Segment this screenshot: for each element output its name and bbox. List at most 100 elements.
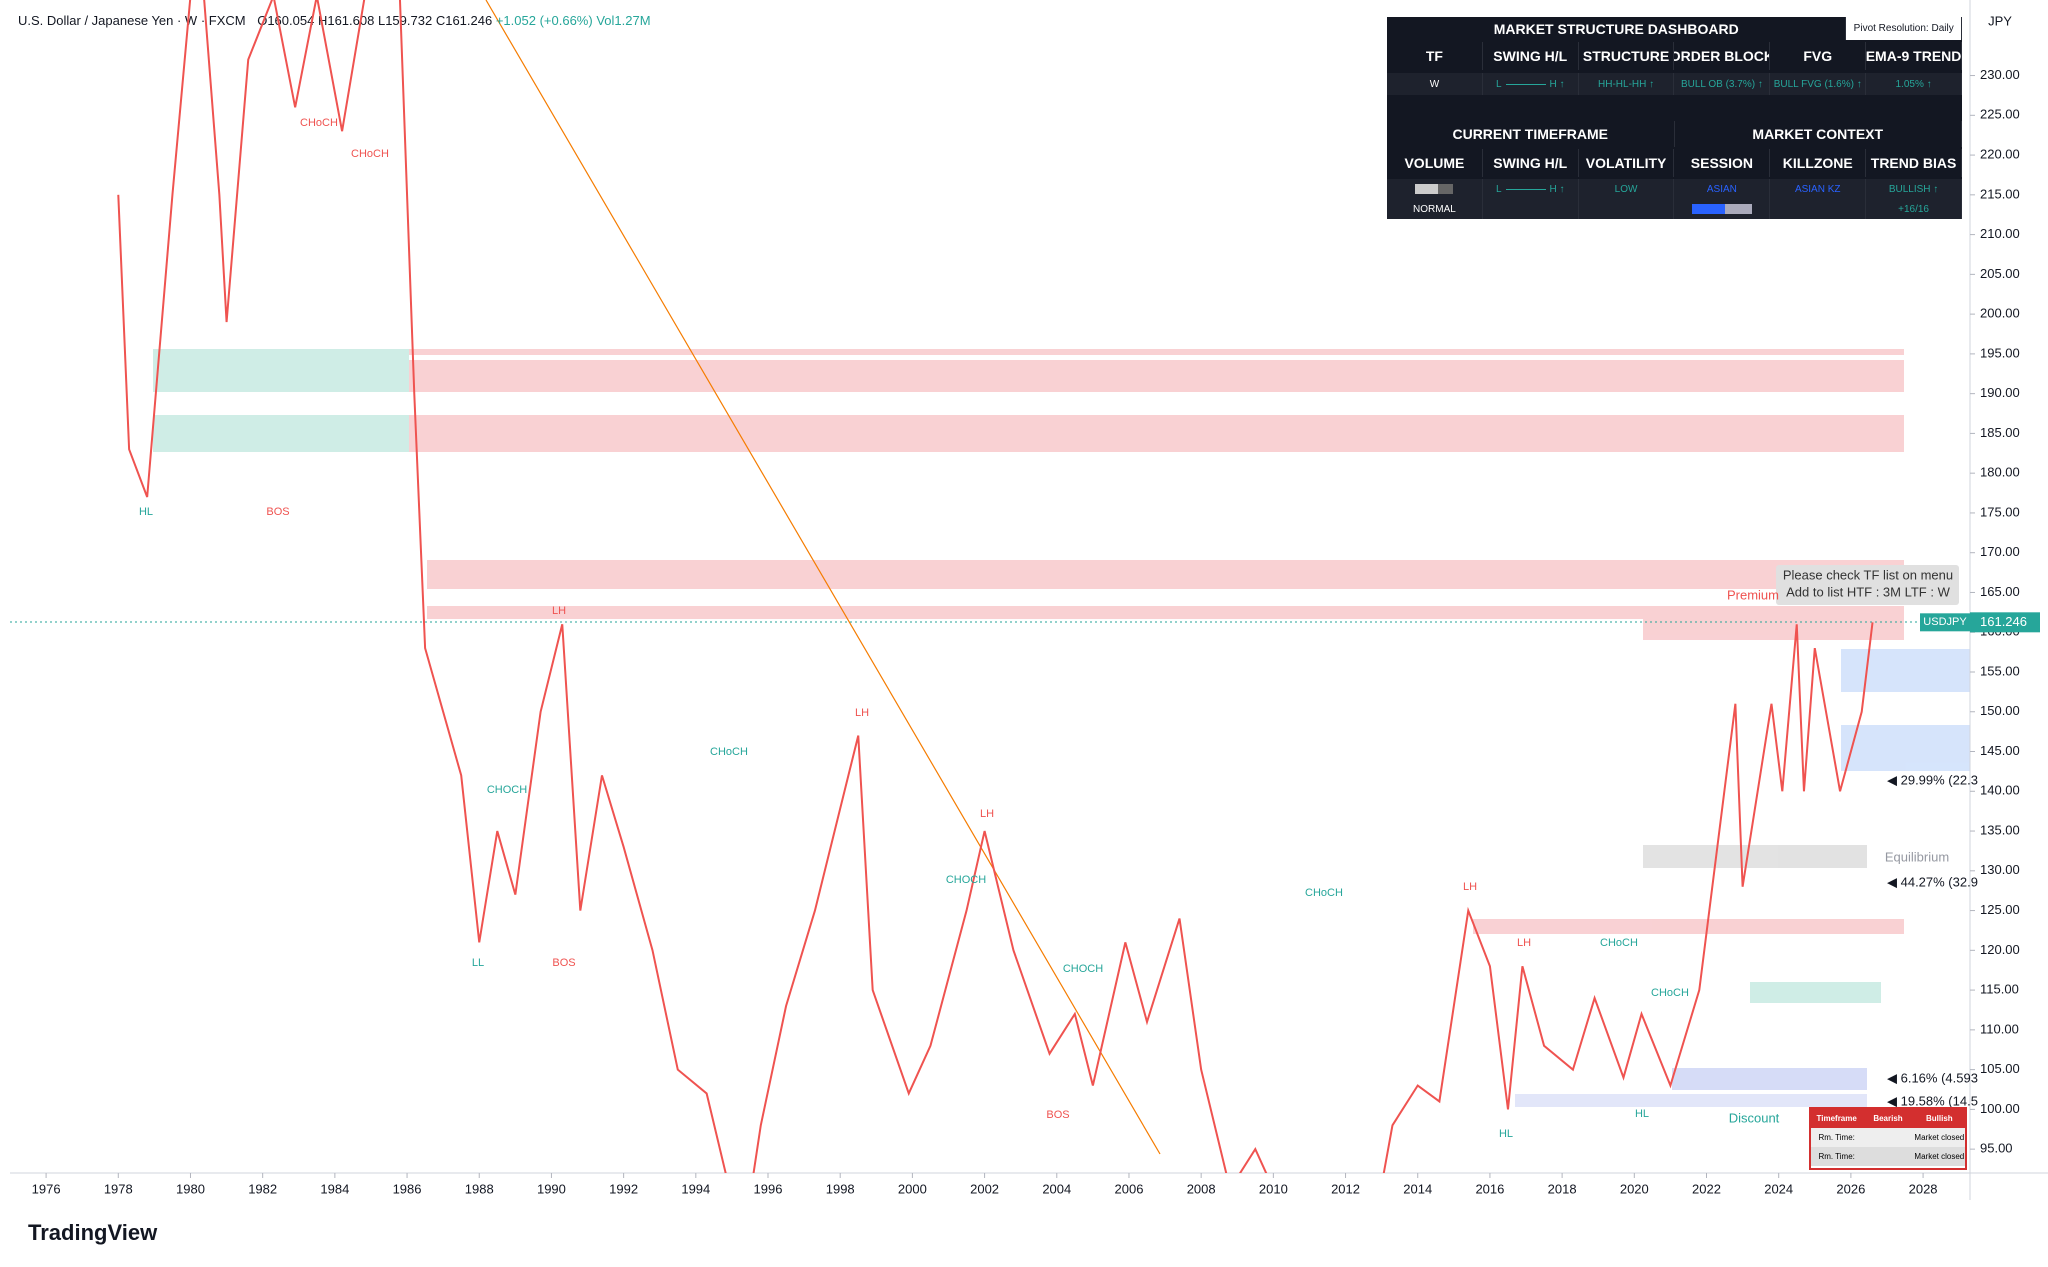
cell: Timeframe xyxy=(1816,1114,1857,1123)
x-tick-label: 2016 xyxy=(1475,1181,1504,1196)
y-tick-label: 200.00 xyxy=(1980,306,2020,321)
column-header: VOLUME xyxy=(1387,149,1483,177)
cell: Bearish xyxy=(1873,1114,1903,1123)
y-tick-label: 100.00 xyxy=(1980,1101,2020,1116)
y-tick-label: 225.00 xyxy=(1980,107,2020,122)
x-tick-label: 2020 xyxy=(1620,1181,1649,1196)
x-tick-label: 1980 xyxy=(176,1181,205,1196)
annotation: LH xyxy=(1517,937,1531,949)
header-row: VOLUME SWING H/L VOLATILITY SESSION KILLZONE… xyxy=(1387,149,1962,177)
x-tick-label: 1996 xyxy=(754,1181,783,1196)
header: U.S. Dollar / Japanese Yen · W · FXCM O1… xyxy=(18,13,651,28)
column-header: SWING H/L xyxy=(1483,149,1579,177)
y-tick-label: 110.00 xyxy=(1980,1021,2019,1036)
trend-line xyxy=(485,0,1161,1155)
y-tick-label: 195.00 xyxy=(1980,345,2020,360)
y-tick-label: 115.00 xyxy=(1980,982,2019,997)
notice: Add to list HTF : 3M LTF : W xyxy=(1786,584,1950,599)
cell-text: L xyxy=(1495,183,1502,195)
x-tick-label: 2018 xyxy=(1548,1181,1577,1196)
annotation: ◀ 6.16% (4.593 xyxy=(1887,1070,1978,1085)
cell: W xyxy=(1387,73,1483,95)
annotation: CHOCH xyxy=(946,874,986,886)
annotation: BOS xyxy=(1046,1109,1069,1121)
y-tick-label: 150.00 xyxy=(1980,703,2020,718)
brand: TradingView xyxy=(28,1220,158,1245)
annotation: CHOCH xyxy=(1063,963,1103,975)
section: MARKET CONTEXT xyxy=(1675,121,1962,147)
annotation: LH xyxy=(1463,881,1477,893)
zone xyxy=(1750,982,1881,1003)
ohlc: L159.732 xyxy=(378,13,432,28)
x-tick-label: 2012 xyxy=(1331,1181,1360,1196)
annotation: LH xyxy=(980,808,994,820)
cell: HH-HL-HH ↑ xyxy=(1579,73,1675,95)
annotation: Premium xyxy=(1727,587,1779,602)
section: CURRENT TIMEFRAME xyxy=(1387,121,1675,147)
zone xyxy=(1841,649,1970,692)
annotation: ◀ 29.99% (22.3 xyxy=(1887,772,1978,787)
annotation: CHoCH xyxy=(710,746,748,758)
ohlc: O160.054 xyxy=(257,13,314,28)
price-box xyxy=(1970,612,2040,633)
cell: BULL OB (3.7%) ↑ xyxy=(1674,73,1771,95)
y-tick-label: 145.00 xyxy=(1980,743,2020,758)
annotation: CHoCH xyxy=(1600,937,1638,949)
x-tick-label: 2006 xyxy=(1115,1181,1144,1196)
notice: Please check TF list on menu xyxy=(1783,567,1953,582)
x-tick-label: 2002 xyxy=(970,1181,999,1196)
ohlc: C161.246 xyxy=(436,13,492,28)
zone xyxy=(153,349,1904,355)
price-line-series xyxy=(117,0,1874,1173)
y-tick-label: 125.00 xyxy=(1980,902,2020,917)
x-tick-label: 1988 xyxy=(465,1181,494,1196)
annotation: LH xyxy=(855,707,869,719)
y-tick-label: 165.00 xyxy=(1980,584,2020,599)
annotation: BOS xyxy=(552,957,575,969)
column-header: FVG xyxy=(1770,42,1867,70)
x-tick-label: 1984 xyxy=(320,1181,349,1196)
y-tick-label: 230.00 xyxy=(1980,67,2020,82)
zone xyxy=(153,415,409,452)
zone xyxy=(1643,845,1867,868)
y-tick-label: 130.00 xyxy=(1980,862,2020,877)
y-tick-label: 120.00 xyxy=(1980,942,2020,957)
x-tick-label: 2004 xyxy=(1042,1181,1071,1196)
x-tick-label: 1986 xyxy=(393,1181,422,1196)
price-label: 161.246 xyxy=(1980,614,2027,629)
dashboard: MARKET STRUCTURE DASHBOARD Pivot Resoluti… xyxy=(1387,17,1962,219)
y-tick-label: 215.00 xyxy=(1980,186,2020,201)
y-tick-label: 185.00 xyxy=(1980,425,2020,440)
cell: Rm. Time: xyxy=(1818,1133,1855,1142)
cell: L H ↑ xyxy=(1483,179,1579,199)
plot-area xyxy=(117,0,1874,1173)
column-header: SWING H/L xyxy=(1483,42,1579,70)
cell: ASIAN xyxy=(1674,179,1771,199)
cell: +16/16 xyxy=(1866,199,1962,219)
cell: L H ↑ xyxy=(1483,73,1579,95)
cell: BULLISH ↑ xyxy=(1866,179,1962,199)
cell: Market closed xyxy=(1914,1152,1965,1161)
y-tick-label: 155.00 xyxy=(1980,663,2020,678)
zone xyxy=(409,415,1904,452)
dash-title: MARKET STRUCTURE DASHBOARD xyxy=(1387,17,1847,40)
cell: Bullish xyxy=(1925,1114,1953,1123)
cell: BULL FVG (1.6%) ↑ xyxy=(1770,73,1867,95)
cell-text: L xyxy=(1495,78,1502,90)
annotation: LH xyxy=(552,605,566,617)
annotation: Equilibrium xyxy=(1885,849,1949,864)
legend-box xyxy=(1920,613,1970,632)
annotation: ◀ 44.27% (32.9 xyxy=(1887,874,1978,889)
notice-box xyxy=(1776,565,1959,605)
y-tick-label: 220.00 xyxy=(1980,147,2020,162)
legend-entry: USDJPY xyxy=(1923,616,1967,628)
x-tick-label: 1976 xyxy=(32,1181,61,1196)
y-tick-label: 105.00 xyxy=(1980,1061,2020,1076)
zone xyxy=(427,560,1904,589)
column-header: KILLZONE xyxy=(1770,149,1867,177)
row: W L H ↑ HH-HL-HH ↑ BULL OB (3.7%) ↑ BULL … xyxy=(1387,73,1962,95)
column-header: SESSION xyxy=(1674,149,1771,177)
annotation: CHOCH xyxy=(487,784,527,796)
